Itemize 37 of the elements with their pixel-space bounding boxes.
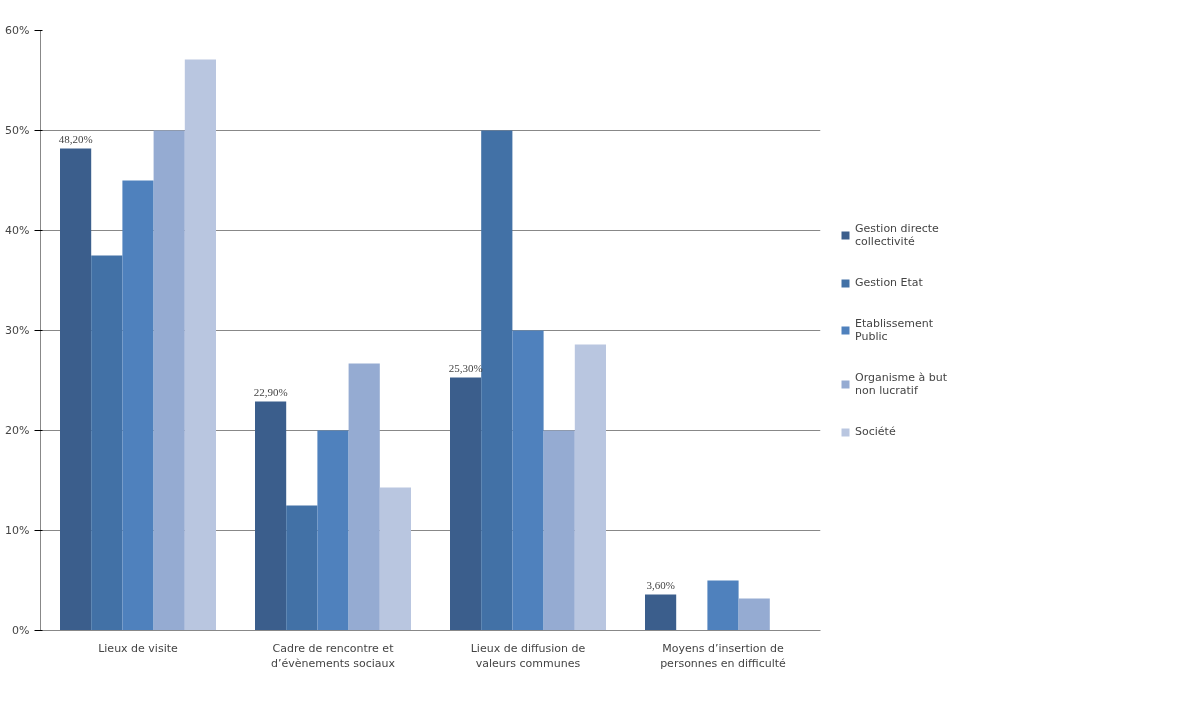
y-tick-label: 20% [5, 424, 30, 437]
data-label: 3,60% [646, 578, 675, 591]
legend-label: Gestion Etat [855, 276, 923, 289]
y-tick-label: 60% [5, 24, 30, 37]
bar [184, 59, 216, 631]
bar [450, 377, 482, 631]
data-label: 22,90% [253, 385, 288, 398]
data-label: 48,20% [58, 132, 93, 145]
bar [348, 363, 380, 631]
x-tick-label: Moyens d’insertion de personnes en difficulté [660, 641, 787, 671]
bar [255, 401, 287, 631]
legend-label: Etablissement Public [855, 317, 934, 343]
y-tick-label: 40% [5, 224, 30, 237]
x-tick-label: Lieux de visite [98, 641, 179, 655]
legend-label: Organisme à but non lucratif [855, 371, 947, 397]
legend-label: Gestion directe collectivité [855, 222, 939, 248]
bar [91, 255, 123, 631]
y-tick-label: 0% [12, 624, 30, 637]
bar [60, 148, 92, 631]
bar [153, 130, 185, 631]
x-tick-label: Lieux de diffusion de valeurs communes [470, 641, 586, 671]
bar [286, 505, 318, 631]
bar [122, 180, 154, 631]
bar [379, 487, 411, 631]
bar [707, 580, 739, 631]
legend-label: Société [855, 425, 896, 438]
bar [645, 594, 677, 631]
bar [543, 430, 575, 631]
y-tick-label: 30% [5, 324, 30, 337]
y-tick-label: 10% [5, 524, 30, 537]
bar [512, 330, 544, 631]
bar [481, 130, 513, 631]
bar [317, 430, 349, 631]
y-tick-label: 50% [5, 124, 30, 137]
bar [574, 344, 606, 631]
bar [738, 598, 770, 631]
x-tick-label: Cadre de rencontre et d’évènements sociaux [270, 641, 396, 671]
